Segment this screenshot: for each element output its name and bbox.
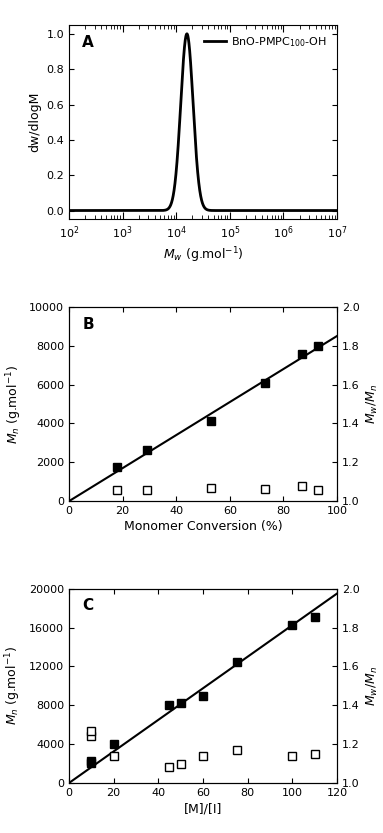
X-axis label: $M_w$ (g.mol$^{-1}$): $M_w$ (g.mol$^{-1}$) (163, 245, 243, 265)
Y-axis label: $M_w/M_n$: $M_w/M_n$ (365, 384, 380, 424)
Y-axis label: $M_w/M_n$: $M_w/M_n$ (365, 666, 380, 706)
Legend: BnO-PMPC$_{100}$-OH: BnO-PMPC$_{100}$-OH (199, 31, 331, 53)
Y-axis label: $M_n$ (g.mol$^{-1}$): $M_n$ (g.mol$^{-1}$) (4, 646, 23, 726)
X-axis label: [M]/[I]: [M]/[I] (184, 802, 222, 815)
Y-axis label: dw/dlogM: dw/dlogM (28, 92, 41, 152)
Text: B: B (82, 317, 94, 332)
Text: A: A (82, 35, 94, 50)
X-axis label: Monomer Conversion (%): Monomer Conversion (%) (124, 521, 282, 533)
Y-axis label: $M_n$ (g.mol$^{-1}$): $M_n$ (g.mol$^{-1}$) (4, 364, 23, 444)
Text: C: C (82, 598, 93, 613)
